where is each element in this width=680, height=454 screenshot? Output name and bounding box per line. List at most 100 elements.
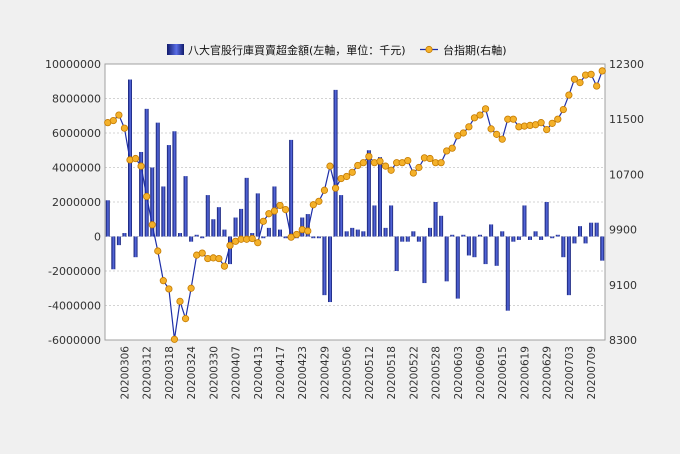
bar [416, 236, 421, 242]
bar [305, 214, 310, 237]
bar [133, 236, 138, 258]
bar [500, 231, 505, 237]
line-series [104, 67, 606, 343]
index-point [248, 234, 256, 243]
bar [311, 236, 316, 239]
index-point [570, 75, 579, 83]
index-point [143, 192, 151, 201]
index-point [320, 186, 329, 194]
bar [278, 229, 282, 237]
index-point [543, 125, 551, 134]
bar [178, 233, 182, 237]
bar [544, 202, 549, 237]
x-tick-label: 20200512 [364, 346, 376, 399]
bar [333, 89, 338, 237]
bar [322, 236, 327, 296]
index-point [359, 159, 367, 167]
index-point [131, 154, 140, 163]
index-point [381, 162, 390, 170]
bar [344, 231, 349, 237]
x-tick-label: 20200324 [186, 346, 198, 400]
bar [444, 236, 449, 282]
index-point [509, 115, 517, 123]
bar [355, 229, 360, 237]
x-tick-label: 20200318 [164, 346, 176, 399]
right-axis: 8300 9100 9900 10700 11500 12300 [609, 58, 644, 347]
bar [144, 108, 149, 237]
index-point [454, 132, 462, 140]
bar [528, 236, 532, 240]
bar [266, 227, 271, 237]
x-tick-label: 20200522 [408, 346, 420, 399]
x-tick-label: 20200703 [564, 346, 576, 399]
index-point [409, 169, 417, 177]
bar [166, 145, 171, 237]
index-point [365, 152, 373, 161]
bar [550, 236, 555, 239]
bar [450, 234, 455, 237]
x-tick-label: 20200518 [386, 346, 398, 399]
right-tick-label: 9100 [609, 279, 637, 292]
index-point [465, 123, 473, 131]
bar [139, 151, 144, 237]
index-point [315, 197, 323, 205]
index-point [415, 163, 423, 172]
right-tick-label: 11500 [609, 113, 644, 126]
bar [594, 222, 599, 237]
bar [316, 236, 321, 239]
bar [372, 205, 377, 237]
x-tick-label: 20200506 [342, 346, 354, 400]
bar [211, 219, 216, 237]
x-tick-label: 20200619 [519, 346, 531, 399]
left-tick-label: 0 [94, 231, 101, 244]
bar [439, 215, 444, 237]
index-point [120, 124, 129, 132]
x-tick-label: 20200417 [275, 346, 287, 399]
x-tick-label: 20200306 [119, 346, 131, 400]
x-tick-label: 20200423 [297, 346, 309, 399]
legend-bar-label: 八大官股行庫買賣超金額(左軸，單位：千元) [188, 43, 406, 57]
legend: 八大官股行庫買賣超金額(左軸，單位：千元) 台指期(右軸) [167, 43, 507, 57]
index-point [459, 129, 467, 137]
index-point [159, 277, 167, 285]
bar [122, 233, 127, 237]
x-tick-label: 20200413 [253, 346, 265, 399]
bar [155, 122, 160, 237]
bar [555, 234, 560, 237]
index-point [498, 135, 506, 143]
index-point [265, 210, 273, 218]
x-tick-label: 20200615 [497, 346, 509, 399]
bar [261, 236, 266, 239]
right-tick-label: 10700 [609, 168, 644, 181]
index-point [115, 111, 123, 119]
bar [583, 236, 588, 244]
index-point [437, 159, 445, 167]
bar [539, 236, 544, 240]
bar [533, 231, 538, 237]
x-tick-label: 20200407 [231, 346, 243, 399]
bar [478, 234, 482, 237]
bar [505, 236, 510, 311]
bar [422, 236, 427, 284]
bar [405, 236, 410, 242]
bar [150, 167, 155, 237]
bar [244, 177, 249, 237]
bar [589, 222, 594, 237]
index-point [181, 315, 190, 323]
bar [200, 236, 205, 239]
index-point [387, 166, 395, 174]
bar [489, 224, 494, 237]
bar [433, 202, 438, 237]
index-point [354, 161, 362, 170]
bar [389, 205, 394, 237]
index-point [187, 284, 195, 292]
bar [428, 227, 432, 237]
bar [578, 226, 582, 237]
bar [250, 233, 255, 237]
bar [183, 176, 188, 237]
index-point [548, 119, 556, 127]
bar [561, 236, 566, 258]
index-point [226, 241, 234, 250]
index-point [576, 79, 584, 87]
